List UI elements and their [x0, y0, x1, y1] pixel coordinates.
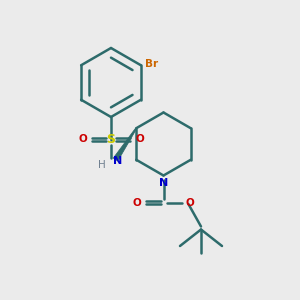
Text: Br: Br: [146, 59, 158, 69]
Text: S: S: [106, 133, 116, 146]
Text: O: O: [133, 197, 142, 208]
Text: O: O: [78, 134, 87, 145]
Text: O: O: [135, 134, 144, 145]
Text: O: O: [185, 197, 194, 208]
Text: N: N: [159, 178, 168, 188]
Text: H: H: [98, 160, 106, 170]
Text: N: N: [113, 155, 123, 166]
Polygon shape: [113, 128, 137, 161]
